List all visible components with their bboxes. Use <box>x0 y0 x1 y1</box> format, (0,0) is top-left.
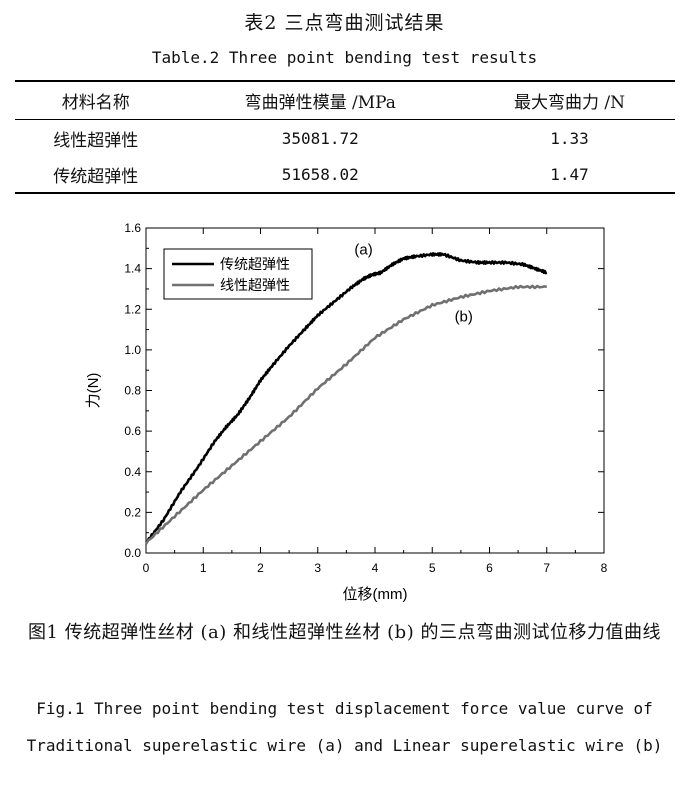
legend-label: 线性超弹性 <box>220 277 290 293</box>
table-row: 传统超弹性 51658.02 1.47 <box>15 156 675 193</box>
y-axis-label: 力(N) <box>85 373 102 409</box>
cell-modulus: 51658.02 <box>281 164 359 184</box>
results-table: 材料名称 弯曲弹性模量 /MPa 最大弯曲力 /N 线性超弹性 35081.72… <box>15 80 675 194</box>
x-tick-label: 7 <box>543 561 550 575</box>
y-tick-label: 0.2 <box>124 505 141 519</box>
series-line-linear <box>144 284 548 545</box>
x-axis-label: 位移(mm) <box>343 586 408 603</box>
legend-box <box>163 248 313 300</box>
y-tick-label: 0.0 <box>124 546 141 560</box>
cell-material: 传统超弹性 <box>53 166 139 187</box>
x-tick-label: 4 <box>372 561 379 575</box>
chart-axes: 0 1 2 3 4 5 6 7 8 0.0 0.2 0.4 0.6 0.8 1.0 1.2 1.4 1.6 位移(m… <box>85 221 608 603</box>
y-tick-label: 0.8 <box>124 384 141 398</box>
x-tick-label: 3 <box>314 561 321 575</box>
header-max-force: 最大弯曲力 /N <box>514 93 626 113</box>
force-displacement-chart: 0 1 2 3 4 5 6 7 8 0.0 0.2 0.4 0.6 0.8 1.0 1.2 1.4 1.6 位移(m… <box>85 221 608 603</box>
chart-series <box>144 251 548 545</box>
y-tick-label: 0.6 <box>124 424 141 438</box>
figure-caption-cn: 图1 传统超弹性丝材 (a) 和线性超弹性丝材 (b) 的三点弯曲测试位移力值曲… <box>28 622 661 643</box>
y-tick-label: 1.2 <box>124 302 141 316</box>
series-line-traditional <box>145 251 548 544</box>
header-material: 材料名称 <box>61 93 130 113</box>
figure-caption-en: Fig.1 Three point bending test displacem… <box>26 699 663 755</box>
header-modulus: 弯曲弹性模量 /MPa <box>244 93 396 113</box>
x-tick-label: 6 <box>486 561 493 575</box>
chart-annotations: (a) (b) <box>354 241 473 325</box>
x-tick-label: 1 <box>200 561 207 575</box>
x-tick-label: 8 <box>601 561 608 575</box>
x-tick-label: 0 <box>143 561 150 575</box>
y-tick-label: 0.4 <box>124 465 141 479</box>
cell-material: 线性超弹性 <box>53 130 139 151</box>
table-caption-cn: 表2 三点弯曲测试结果 <box>244 12 445 34</box>
y-tick-label: 1.6 <box>124 221 141 235</box>
curve-label-a: (a) <box>354 241 372 258</box>
table-row: 线性超弹性 35081.72 1.33 <box>15 120 675 157</box>
cell-max-force: 1.33 <box>550 128 589 148</box>
x-tick-label: 2 <box>257 561 264 575</box>
curve-label-b: (b) <box>455 308 473 325</box>
x-tick-label: 5 <box>429 561 436 575</box>
y-tick-label: 1.4 <box>124 262 141 276</box>
y-tick-label: 1.0 <box>124 343 141 357</box>
cell-modulus: 35081.72 <box>281 128 359 148</box>
table-caption-en: Table.2 Three point bending test results <box>151 48 538 67</box>
table-header-row: 材料名称 弯曲弹性模量 /MPa 最大弯曲力 /N <box>15 81 675 120</box>
cell-max-force: 1.47 <box>550 164 589 184</box>
legend-label: 传统超弹性 <box>220 256 290 272</box>
